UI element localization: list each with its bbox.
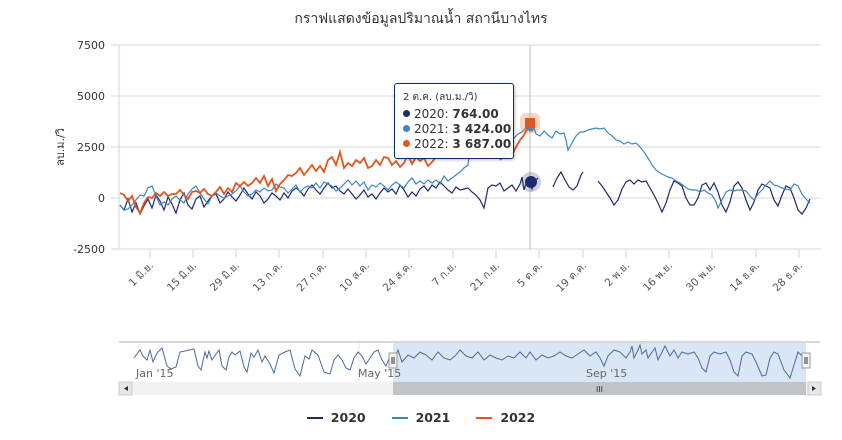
circle-icon [403,110,410,117]
scrollbar-thumb[interactable] [393,382,806,395]
navigator-left-handle[interactable] [388,352,398,369]
tooltip-series-label: 2020: [414,107,453,121]
legend-label: 2021 [415,410,451,425]
tooltip-row-2022: 2022: 3 687.00 [403,137,511,152]
ytick-neg2500: -2500 [73,243,105,256]
navigator-right-handle[interactable] [801,352,811,369]
tooltip-series-label: 2022: [414,137,453,151]
xtick: 24 ส.ค. [381,260,416,295]
ytick-7500: 7500 [77,39,105,52]
ytick-5000: 5000 [77,90,105,103]
tooltip-header: 2 ต.ค. (ลบ.ม./วิ) [403,92,478,103]
x-tick-marks [149,249,800,258]
y-tick-marks [111,44,119,250]
scroll-left-button[interactable] [118,381,133,396]
scrollbar-grip: III [596,385,603,394]
hover-marker-2021 [526,127,534,132]
legend-label: 2020 [330,410,366,425]
tooltip-value: 3 687.00 [452,137,512,151]
chart-title: กราฟแสดงข้อมูลปริมาณน้ำ สถานีบางไทร [294,11,548,27]
tooltip-row-2020: 2020: 764.00 [403,107,505,122]
tooltip-series-label: 2021: [414,122,453,136]
xtick: 5 ต.ค. [515,260,545,290]
legend-item-2022[interactable]: 2022 [476,410,535,425]
ytick-0: 0 [98,192,105,205]
legend-item-2020[interactable]: 2020 [306,410,366,425]
xtick: 19 ต.ค. [554,260,589,295]
arrow-right-icon [812,386,816,391]
tooltip-row-2021: 2021: 3 424.00 [403,122,511,137]
ytick-2500: 2500 [77,141,105,154]
navigator-label-jan: Jan '15 [135,367,173,380]
legend-label: 2022 [500,410,536,425]
tooltip-value: 3 424.00 [452,122,512,136]
xtick: 2 พ.ย. [603,260,633,290]
xtick: 28 ธ.ค. [771,260,806,295]
navigator-label-sep: Sep '15 [586,367,627,380]
xtick: 14 ธ.ค. [728,260,763,295]
legend-item-2021[interactable]: 2021 [391,410,451,425]
arrow-left-icon [124,386,128,391]
series-2020-line[interactable] [119,170,811,216]
tooltip-value: 764.00 [452,107,499,121]
navigator[interactable]: Jan '15 May '15 Sep '15 [119,341,820,382]
hover-marker-2020 [521,172,541,192]
navigator-label-may: May '15 [358,367,401,380]
xtick: 30 พ.ย. [684,260,718,294]
y-axis-title: ลบ.ม./วิ [54,128,67,166]
x-tick-labels: 1 มิ.ย. 15 มิ.ย. 29 มิ.ย. 13 ก.ค. 27 ก.ค… [127,260,806,295]
line-swatch-icon [476,416,493,419]
line-swatch-icon [391,416,408,419]
line-swatch-icon [306,416,323,419]
xtick: 21 ก.ย. [468,260,502,294]
circle-icon [403,140,410,147]
xtick: 29 มิ.ย. [208,260,242,294]
xtick: 16 พ.ย. [641,260,675,294]
navigator-series [133,343,807,380]
hover-marker-2022 [520,113,540,133]
xtick: 1 มิ.ย. [127,260,157,290]
xtick: 7 ก.ย. [430,260,459,289]
circle-icon [403,125,410,132]
scroll-right-button[interactable] [807,381,822,396]
xtick: 10 ส.ค. [338,260,373,295]
xtick: 13 ก.ค. [251,260,285,294]
legend: 2020 2021 2022 [0,410,842,425]
xtick: 27 ก.ค. [295,260,329,294]
scrollbar[interactable]: III [118,381,822,396]
tooltip: 2 ต.ค. (ลบ.ม./วิ) 2020: 764.00 2021: 3 4… [394,83,514,159]
xtick: 15 มิ.ย. [165,260,199,294]
y-tick-labels: 7500 5000 2500 0 -2500 [73,39,105,256]
